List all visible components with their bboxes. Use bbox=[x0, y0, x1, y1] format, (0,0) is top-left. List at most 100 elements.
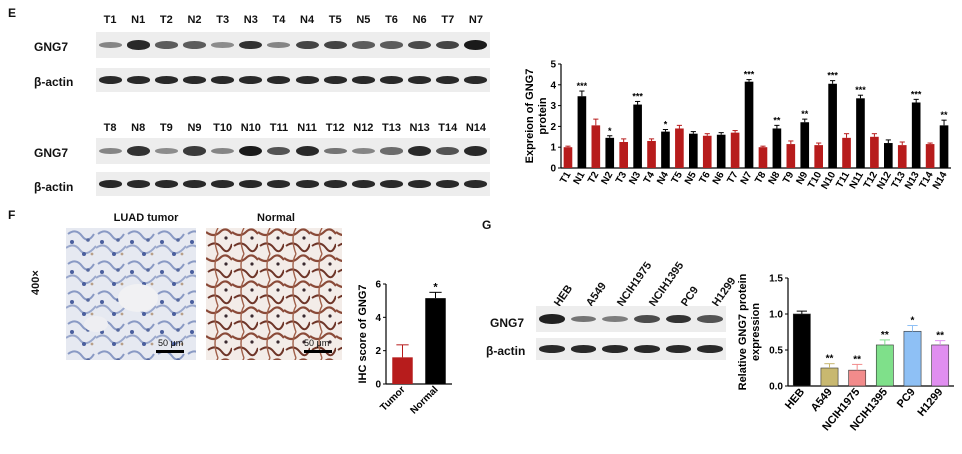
blot-band bbox=[697, 315, 724, 323]
lane-label: N1 bbox=[131, 14, 146, 26]
scalebar-normal bbox=[304, 350, 332, 353]
bar bbox=[856, 98, 865, 168]
bar bbox=[730, 132, 740, 168]
x-tick-label: T3 bbox=[614, 170, 630, 186]
lane-label: N11 bbox=[297, 122, 317, 134]
bar bbox=[591, 125, 601, 168]
bar bbox=[425, 298, 446, 384]
blot-band bbox=[98, 76, 122, 84]
x-tick-label: T8 bbox=[753, 170, 769, 186]
bar bbox=[605, 137, 615, 168]
y-axis-label: expression bbox=[750, 303, 762, 361]
blot-e-top-gng7-label: GNG7 bbox=[34, 40, 69, 54]
y-tick-label: 2 bbox=[550, 122, 556, 133]
bar bbox=[897, 145, 907, 168]
significance-label: *** bbox=[911, 89, 922, 99]
lane-label: N10 bbox=[240, 122, 261, 134]
blot-band bbox=[464, 76, 488, 84]
y-tick-label: 0 bbox=[375, 380, 381, 391]
blot-band bbox=[436, 146, 460, 156]
x-tick-label: HEB bbox=[783, 386, 807, 412]
lane-label: T10 bbox=[213, 122, 233, 134]
blot-band bbox=[464, 146, 488, 156]
y-tick-label: 6 bbox=[375, 280, 381, 291]
lane-label: N5 bbox=[356, 14, 371, 26]
bar bbox=[633, 104, 642, 168]
bar bbox=[800, 122, 810, 168]
blot-band bbox=[126, 146, 150, 156]
blot-band bbox=[351, 180, 375, 188]
blot-band bbox=[211, 180, 235, 188]
blot-band bbox=[182, 146, 207, 156]
significance-label: * bbox=[911, 316, 915, 327]
x-tick-label: N8 bbox=[767, 170, 783, 187]
lane-label: T8 bbox=[103, 122, 117, 134]
blot-band bbox=[182, 180, 207, 188]
panel-label-f: F bbox=[8, 208, 16, 222]
blot-band bbox=[408, 180, 432, 188]
blot-band bbox=[98, 147, 122, 155]
blot-band bbox=[602, 345, 629, 353]
blot-e-top-actin-label: β-actin bbox=[34, 75, 74, 89]
significance-label: ** bbox=[853, 354, 861, 365]
bar bbox=[392, 357, 413, 384]
blot-band bbox=[267, 42, 291, 48]
blot-band bbox=[154, 76, 178, 84]
x-tick-label: PC9 bbox=[895, 386, 918, 410]
significance-label: ** bbox=[773, 115, 781, 125]
lane-label: A549 bbox=[583, 280, 609, 309]
blot-band bbox=[570, 345, 597, 353]
blot-band bbox=[323, 76, 347, 84]
blot-band bbox=[154, 41, 178, 49]
blot-band bbox=[98, 180, 122, 188]
blot-band bbox=[323, 40, 347, 50]
blot-band bbox=[665, 314, 692, 324]
lane-label: N2 bbox=[187, 14, 202, 26]
blot-band bbox=[211, 147, 235, 155]
blot-band bbox=[379, 147, 404, 155]
bar bbox=[647, 140, 656, 168]
blot-e-bottom-actin-label: β-actin bbox=[34, 180, 74, 194]
blot-g-actin bbox=[536, 338, 726, 360]
bar bbox=[911, 102, 921, 168]
blot-band bbox=[239, 145, 263, 157]
blot-band bbox=[154, 180, 178, 188]
bar bbox=[661, 131, 670, 168]
y-axis-label: protein bbox=[537, 97, 549, 135]
bar bbox=[931, 344, 950, 387]
significance-label: *** bbox=[827, 71, 838, 81]
y-tick-label: 0.5 bbox=[769, 346, 783, 357]
x-tick-label: Tumor bbox=[378, 384, 407, 413]
y-axis-label: Expreion of GNG7 bbox=[524, 69, 536, 164]
blot-band bbox=[436, 180, 460, 188]
blot-band bbox=[379, 41, 404, 49]
y-tick-label: 0.0 bbox=[769, 382, 783, 393]
x-tick-label: T6 bbox=[697, 170, 713, 186]
lane-label: T12 bbox=[325, 122, 345, 134]
bar bbox=[884, 143, 893, 168]
lane-label: N6 bbox=[412, 14, 427, 26]
significance-label: *** bbox=[855, 85, 866, 95]
y-tick-label: 2 bbox=[375, 346, 381, 357]
y-tick-label: 1.5 bbox=[769, 274, 783, 285]
scalebar-normal-label: 50 μm bbox=[304, 338, 330, 348]
lane-label: T3 bbox=[216, 14, 230, 26]
bar bbox=[744, 81, 754, 168]
lane-label: T11 bbox=[269, 122, 289, 134]
significance-label: * bbox=[433, 281, 438, 293]
blot-band bbox=[267, 180, 291, 188]
blot-band bbox=[570, 315, 597, 323]
x-tick-label: Normal bbox=[408, 384, 440, 416]
lane-label: T13 bbox=[382, 122, 401, 134]
blot-band bbox=[408, 41, 432, 49]
lane-label: N7 bbox=[468, 14, 483, 26]
significance-label: *** bbox=[632, 91, 643, 101]
blot-band bbox=[351, 147, 375, 155]
lane-label: N14 bbox=[465, 122, 487, 134]
x-tick-label: N2 bbox=[599, 170, 615, 187]
x-tick-label: N14 bbox=[931, 170, 950, 192]
blot-band bbox=[154, 148, 178, 154]
blot-band bbox=[295, 76, 319, 84]
significance-label: ** bbox=[936, 331, 944, 342]
